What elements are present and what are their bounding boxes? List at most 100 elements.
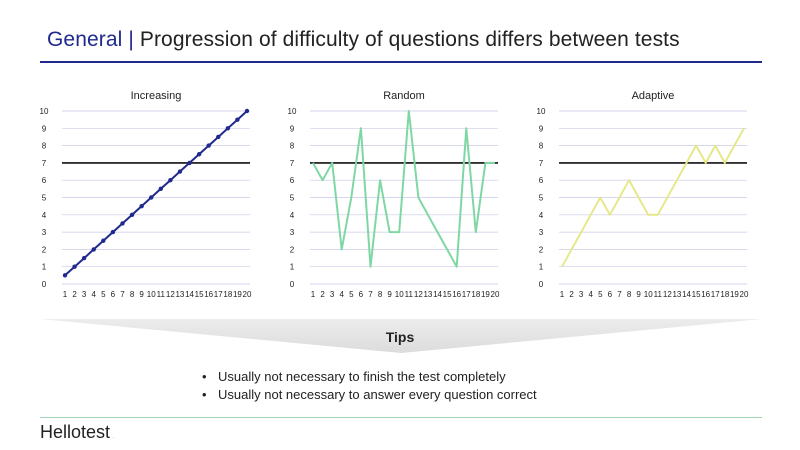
tips-banner [40,319,762,353]
data-point [129,212,135,217]
title-category: General [47,28,123,51]
x-tick-label: 17 [462,290,471,299]
x-tick-label: 13 [175,290,184,299]
x-tick-label: 20 [740,290,749,299]
y-tick-label: 4 [42,211,47,220]
hellotest-logo: Hellotest... [40,422,115,443]
x-tick-label: 19 [481,290,490,299]
tip-text: Usually not necessary to finish the test… [218,369,506,384]
x-tick-label: 4 [92,290,97,299]
data-point [235,117,240,122]
x-tick-label: 14 [185,290,194,299]
y-tick-label: 9 [42,124,47,133]
tip-item: • Usually not necessary to finish the te… [200,368,537,386]
title-underline [40,61,762,63]
y-tick-label: 6 [42,176,47,185]
chart-title: Adaptive [632,90,675,102]
bullet-icon: • [202,387,207,402]
x-tick-label: 19 [233,290,242,299]
y-tick-label: 10 [40,107,49,116]
data-point [177,169,183,174]
x-tick-label: 16 [204,290,213,299]
y-tick-label: 1 [42,263,47,272]
y-tick-label: 7 [290,159,295,168]
x-tick-label: 11 [405,290,414,299]
tip-item: • Usually not necessary to answer every … [200,386,537,404]
x-tick-label: 20 [243,290,252,299]
x-tick-label: 3 [82,290,87,299]
y-tick-label: 4 [539,211,544,220]
x-tick-label: 7 [368,290,373,299]
data-point [149,195,154,200]
data-point [196,152,202,157]
y-tick-label: 10 [288,107,297,116]
series-line [561,127,745,268]
x-tick-label: 8 [627,290,632,299]
data-point [168,178,173,183]
data-point [101,238,106,243]
y-tick-label: 4 [290,211,295,220]
data-point [110,229,116,235]
y-tick-label: 5 [539,194,544,203]
x-tick-label: 14 [433,290,442,299]
data-point [244,108,250,114]
x-tick-label: 2 [320,290,325,299]
x-tick-label: 5 [349,290,354,299]
y-tick-label: 5 [290,194,295,203]
y-tick-label: 2 [290,245,295,254]
y-tick-label: 2 [539,245,544,254]
footer-divider [40,417,762,418]
y-tick-label: 0 [42,280,47,289]
y-tick-label: 8 [539,142,544,151]
x-tick-label: 6 [608,290,613,299]
x-tick-label: 1 [560,290,565,299]
data-point [62,273,68,278]
x-tick-label: 18 [223,290,232,299]
title-separator: | [128,28,134,51]
tips-title: Tips [385,329,415,345]
y-tick-label: 8 [290,142,295,151]
x-tick-label: 1 [311,290,316,299]
y-tick-label: 0 [539,280,544,289]
data-point [216,134,221,140]
x-tick-label: 7 [120,290,125,299]
y-tick-label: 1 [539,263,544,272]
y-tick-label: 0 [290,280,295,289]
x-tick-label: 20 [491,290,500,299]
logo-mark: ... [112,434,116,439]
x-tick-label: 9 [139,290,144,299]
x-tick-label: 16 [452,290,461,299]
data-point [187,160,192,166]
x-tick-label: 11 [654,290,663,299]
x-tick-label: 17 [711,290,720,299]
y-tick-label: 3 [42,228,47,237]
x-tick-label: 19 [730,290,739,299]
x-tick-label: 2 [569,290,574,299]
y-tick-label: 2 [42,245,47,254]
y-tick-label: 8 [42,142,47,151]
data-point [72,264,77,269]
logo-text: Hellotest [40,422,111,442]
x-tick-label: 10 [644,290,653,299]
x-tick-label: 9 [387,290,392,299]
x-tick-label: 12 [166,290,175,299]
y-tick-label: 9 [290,124,295,133]
x-tick-label: 3 [579,290,584,299]
data-point [91,247,96,252]
y-tick-label: 9 [539,124,544,133]
x-tick-label: 2 [72,290,77,299]
x-tick-label: 11 [157,290,166,299]
tips-list: • Usually not necessary to finish the te… [200,368,537,404]
x-tick-label: 14 [682,290,691,299]
x-tick-label: 5 [598,290,603,299]
y-tick-label: 6 [539,176,544,185]
data-point [225,126,231,131]
y-tick-label: 5 [42,194,47,203]
data-point [81,255,87,261]
tip-text: Usually not necessary to answer every qu… [218,387,537,402]
data-point [158,186,163,192]
x-tick-label: 17 [214,290,223,299]
x-tick-label: 1 [63,290,68,299]
